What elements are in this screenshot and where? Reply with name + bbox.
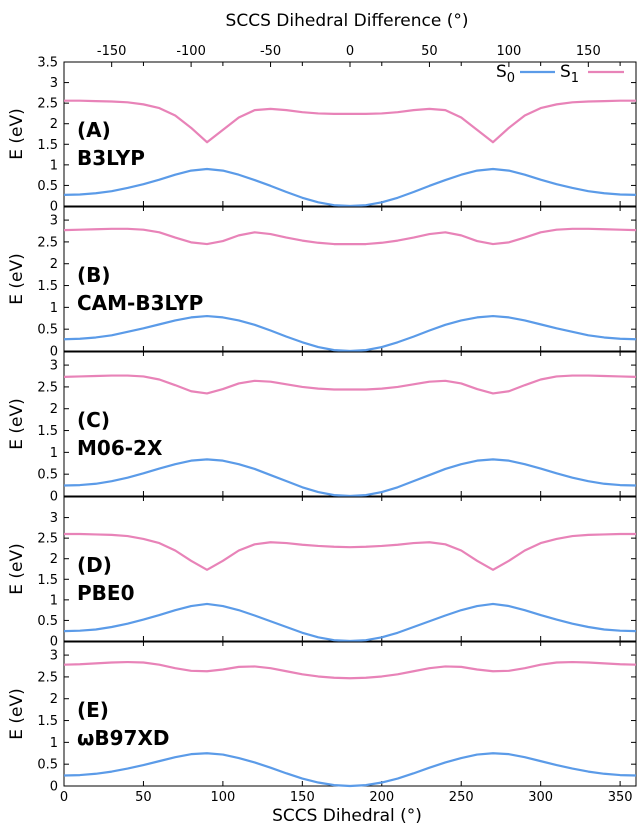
panel-label: (C)	[77, 408, 110, 432]
y-axis-title: E (eV)	[7, 398, 27, 450]
series-line-s0	[63, 167, 637, 208]
top-axis-tick-label: 100	[496, 44, 521, 59]
y-tick-label: 0.5	[37, 614, 58, 629]
y-tick-label: 1.5	[37, 714, 58, 729]
y-tick-label: 0	[50, 635, 58, 650]
y-tick-label: 2	[50, 117, 58, 132]
panel-frame	[63, 61, 637, 207]
y-tick-label: 2.5	[37, 670, 58, 685]
panel-a: 0 0.5 1 1.5 2 2.5 3 3.5 E (eV) (A) B3LYP	[7, 56, 637, 215]
x-tick-label: 100	[210, 790, 235, 805]
y-tick-label: 1	[50, 593, 58, 608]
x-tick-label: 250	[449, 790, 474, 805]
top-axis-tick-label: 0	[346, 44, 354, 59]
panel-method-label: ωB97XD	[77, 726, 169, 750]
y-axis-title: E (eV)	[7, 543, 27, 595]
panel-method-label: B3LYP	[77, 146, 145, 170]
y-tick-label: 0.5	[37, 179, 58, 194]
top-axis-title: SCCS Dihedral Difference (°)	[226, 11, 469, 31]
y-axis-title: E (eV)	[7, 253, 27, 305]
x-tick-label: 300	[528, 790, 553, 805]
y-tick-label: 1	[50, 446, 58, 461]
y-tick-label: 3	[50, 649, 58, 664]
y-tick-label: 0	[50, 345, 58, 360]
top-axis-tick-label: 50	[421, 44, 438, 59]
series-line-s0	[63, 314, 637, 353]
y-tick-label: 0.5	[37, 323, 58, 338]
series-line-s1	[63, 660, 637, 680]
top-axis-tick-label: 150	[576, 44, 601, 59]
series-line-s0	[63, 458, 637, 498]
x-tick-label: 0	[60, 790, 68, 805]
panel-b: 0 0.5 1 1.5 2 2.5 3 E (eV) (B) CAM-B3LYP	[7, 206, 637, 360]
series-line-s1	[63, 374, 637, 395]
y-axis-title: E (eV)	[7, 108, 27, 160]
series-line-s0	[63, 602, 637, 643]
y-tick-label: 2	[50, 552, 58, 567]
y-tick-label: 1.5	[37, 138, 58, 153]
panel-frame	[63, 496, 637, 642]
panel-label: (A)	[77, 118, 111, 142]
panel-label: (E)	[77, 698, 109, 722]
y-tick-label: 3	[50, 214, 58, 229]
y-tick-label: 3	[50, 511, 58, 526]
y-tick-label: 1	[50, 736, 58, 751]
y-tick-label: 2	[50, 692, 58, 707]
y-tick-label: 3.5	[37, 56, 58, 71]
y-tick-label: 2.5	[37, 235, 58, 250]
y-tick-label: 2	[50, 257, 58, 272]
y-tick-label: 2.5	[37, 97, 58, 112]
panel-e: 0 0.5 1 1.5 2 2.5 3 E (eV) (E) ωB97XD	[7, 641, 637, 795]
x-tick-label: 50	[135, 790, 152, 805]
x-tick-label: 350	[608, 790, 633, 805]
panel-frame	[63, 351, 637, 497]
y-tick-label: 0.5	[37, 468, 58, 483]
x-tick-label: 150	[290, 790, 315, 805]
top-axis: -150 -100 -50 0 50 100 150	[97, 44, 601, 67]
y-tick-label: 2	[50, 402, 58, 417]
series-line-s1	[63, 227, 637, 246]
y-tick-label: 0.5	[37, 758, 58, 773]
y-axis-title: E (eV)	[7, 688, 27, 740]
y-tick-label: 1	[50, 158, 58, 173]
panel-d: 0 0.5 1 1.5 2 2.5 3 E (eV) (D) PBE0	[7, 496, 637, 650]
legend-label-s1: S1	[560, 62, 579, 86]
y-tick-label: 1.5	[37, 424, 58, 439]
series-line-s0	[63, 752, 637, 788]
panel-method-label: CAM-B3LYP	[77, 291, 203, 315]
y-tick-label: 1	[50, 301, 58, 316]
x-tick-label: 200	[369, 790, 394, 805]
bottom-axis-title: SCCS Dihedral (°)	[272, 806, 422, 824]
panels-group: 0 0.5 1 1.5 2 2.5 3 3.5 E (eV) (A) B3LYP 0 0.5 1 1.5 2 2…	[7, 56, 637, 795]
top-axis-tick-label: -100	[176, 44, 206, 59]
panel-method-label: M06-2X	[77, 436, 163, 460]
panel-frame	[63, 206, 637, 352]
panel-label: (B)	[77, 263, 111, 287]
y-tick-label: 2.5	[37, 532, 58, 547]
panel-label: (D)	[77, 553, 112, 577]
top-axis-tick-label: -150	[97, 44, 127, 59]
legend: S0 S1	[496, 62, 624, 86]
series-line-s1	[64, 532, 636, 571]
y-tick-label: 0	[50, 780, 58, 795]
y-tick-label: 2.5	[37, 380, 58, 395]
series-line-s1	[64, 99, 636, 144]
bottom-axis: 0 50 100 150 200 250 300 350	[60, 790, 633, 805]
y-tick-label: 1.5	[37, 573, 58, 588]
y-tick-label: 3	[50, 76, 58, 91]
top-axis-tick-label: -50	[260, 44, 281, 59]
legend-label-s0: S0	[496, 62, 515, 86]
y-tick-label: 1.5	[37, 279, 58, 294]
y-tick-label: 0	[50, 200, 58, 215]
y-tick-label: 3	[50, 359, 58, 374]
panel-c: 0 0.5 1 1.5 2 2.5 3 E (eV) (C) M06-2X	[7, 351, 637, 505]
panel-method-label: PBE0	[77, 581, 134, 605]
y-tick-label: 0	[50, 490, 58, 505]
